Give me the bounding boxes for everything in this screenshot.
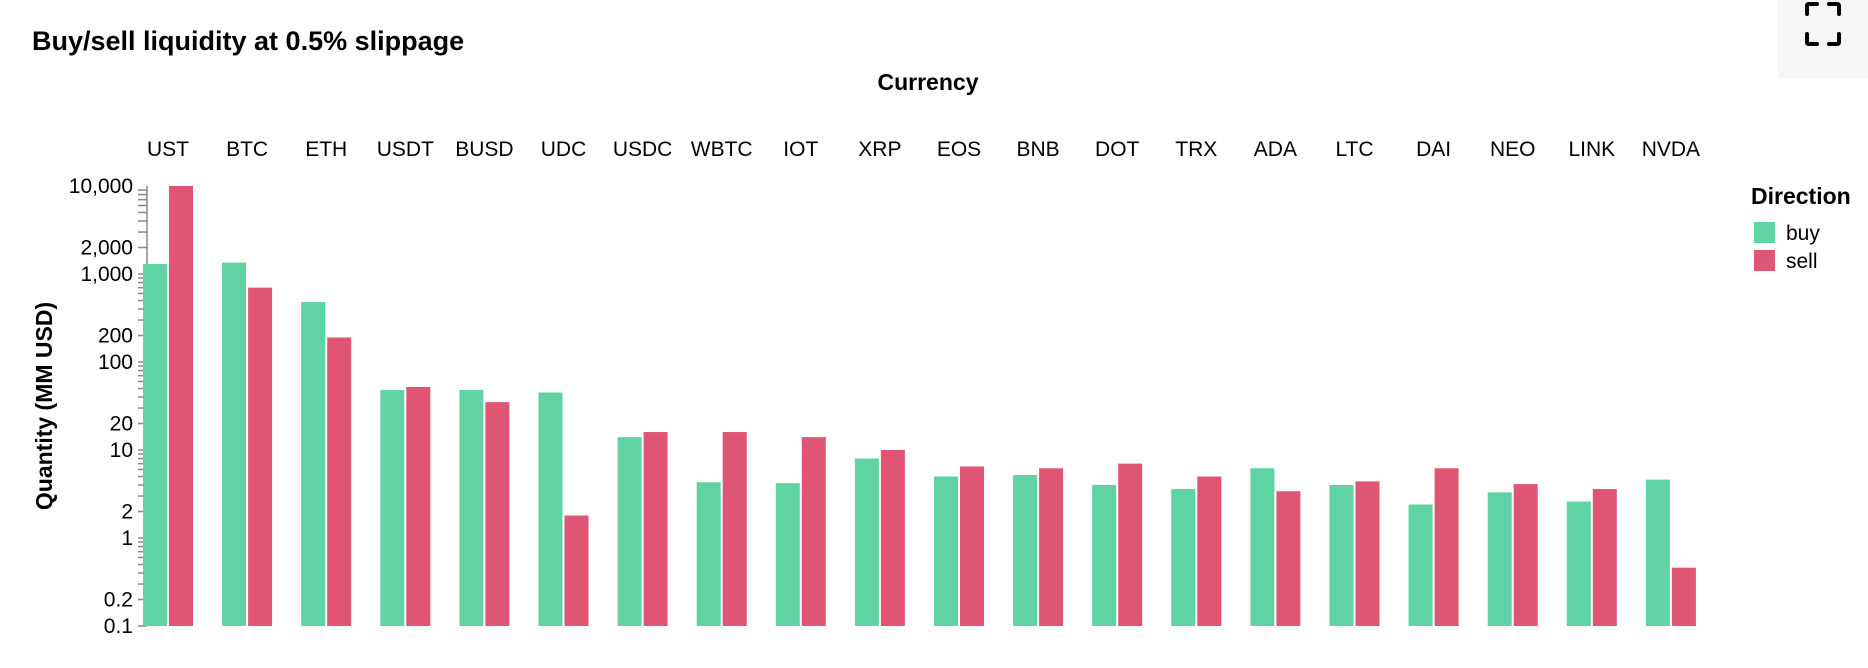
category-label: NVDA — [1642, 138, 1700, 161]
legend-swatch-sell — [1754, 250, 1775, 271]
bar-buy — [1646, 480, 1670, 626]
category-label: ETH — [305, 138, 347, 161]
category-label: UDC — [541, 138, 587, 161]
bar-buy — [222, 263, 246, 626]
bar-sell — [1435, 468, 1459, 626]
category-label: BTC — [226, 138, 268, 161]
category-label: DAI — [1416, 138, 1451, 161]
bar-sell — [327, 337, 351, 626]
y-axis-title: Quantity (MM USD) — [31, 302, 57, 510]
bar-buy — [1013, 475, 1037, 626]
bar-sell — [1039, 468, 1063, 626]
y-tick-label: 200 — [98, 325, 133, 348]
category-label: USDT — [377, 138, 434, 161]
bar-sell — [1197, 476, 1221, 626]
bar-buy — [776, 483, 800, 626]
bar-sell — [406, 387, 430, 626]
category-label: UST — [147, 138, 189, 161]
bar-sell — [1593, 489, 1617, 626]
category-label: TRX — [1175, 138, 1217, 161]
bar-sell — [881, 450, 905, 626]
legend-title: Direction — [1751, 183, 1851, 209]
legend-label-buy: buy — [1786, 222, 1820, 245]
y-tick-label: 10 — [110, 439, 133, 462]
bar-sell — [565, 516, 589, 626]
category-label: XRP — [858, 138, 901, 161]
bar-sell — [485, 402, 509, 626]
bar-buy — [855, 459, 879, 626]
bar-buy — [697, 482, 721, 626]
bar-buy — [143, 264, 167, 626]
category-labels: UST BTC ETH USDT BUSD UDC USDC WBTC IOT XRP EOS BNB… — [147, 138, 1700, 161]
bar-buy — [1330, 485, 1354, 626]
bar-buy — [459, 390, 483, 626]
category-label: BNB — [1017, 138, 1060, 161]
bar-sell — [960, 466, 984, 626]
bar-buy — [1092, 485, 1116, 626]
category-label: EOS — [937, 138, 981, 161]
category-label: WBTC — [691, 138, 753, 161]
bar-buy — [934, 476, 958, 626]
y-tick-label: 0.1 — [104, 615, 133, 638]
y-tick-label: 1,000 — [80, 263, 133, 286]
category-label: IOT — [783, 138, 818, 161]
bar-buy — [539, 393, 563, 626]
bar-buy — [1409, 505, 1433, 626]
y-tick-label: 1 — [121, 527, 133, 550]
y-tick-label: 100 — [98, 351, 133, 374]
bar-buy — [1488, 492, 1512, 626]
x-axis-header: Currency — [878, 69, 979, 95]
bar-sell — [644, 432, 668, 626]
y-axis: 10,000 2,000 1,000 200 100 20 10 2 1 0.2 0.1 — [69, 175, 147, 638]
bar-buy — [1171, 489, 1195, 626]
bar-sell — [169, 186, 193, 626]
bar-sell — [802, 437, 826, 626]
bar-sell — [723, 432, 747, 626]
legend: Direction buy sell — [1751, 183, 1851, 273]
y-tick-label: 0.2 — [104, 589, 133, 612]
bar-buy — [618, 437, 642, 626]
bar-sell — [1276, 491, 1300, 626]
bar-buy — [380, 390, 404, 626]
bar-sell — [248, 288, 272, 626]
category-label: ADA — [1254, 138, 1297, 161]
category-label: USDC — [613, 138, 673, 161]
bar-buy — [1567, 501, 1591, 626]
category-label: NEO — [1490, 138, 1536, 161]
y-tick-label: 2,000 — [80, 237, 133, 260]
category-label: LINK — [1568, 138, 1615, 161]
bar-buy — [301, 302, 325, 626]
y-tick-label: 10,000 — [69, 175, 133, 198]
bar-sell — [1356, 481, 1380, 626]
category-label: LTC — [1335, 138, 1373, 161]
legend-swatch-buy — [1754, 222, 1775, 243]
bar-sell — [1672, 568, 1696, 626]
bar-sell — [1514, 484, 1538, 626]
category-label: DOT — [1095, 138, 1140, 161]
legend-label-sell: sell — [1786, 250, 1818, 273]
bars — [143, 186, 1696, 626]
bar-buy — [1250, 468, 1274, 626]
y-tick-label: 2 — [121, 501, 133, 524]
bar-sell — [1118, 464, 1142, 626]
y-tick-label: 20 — [110, 413, 133, 436]
category-label: BUSD — [455, 138, 513, 161]
